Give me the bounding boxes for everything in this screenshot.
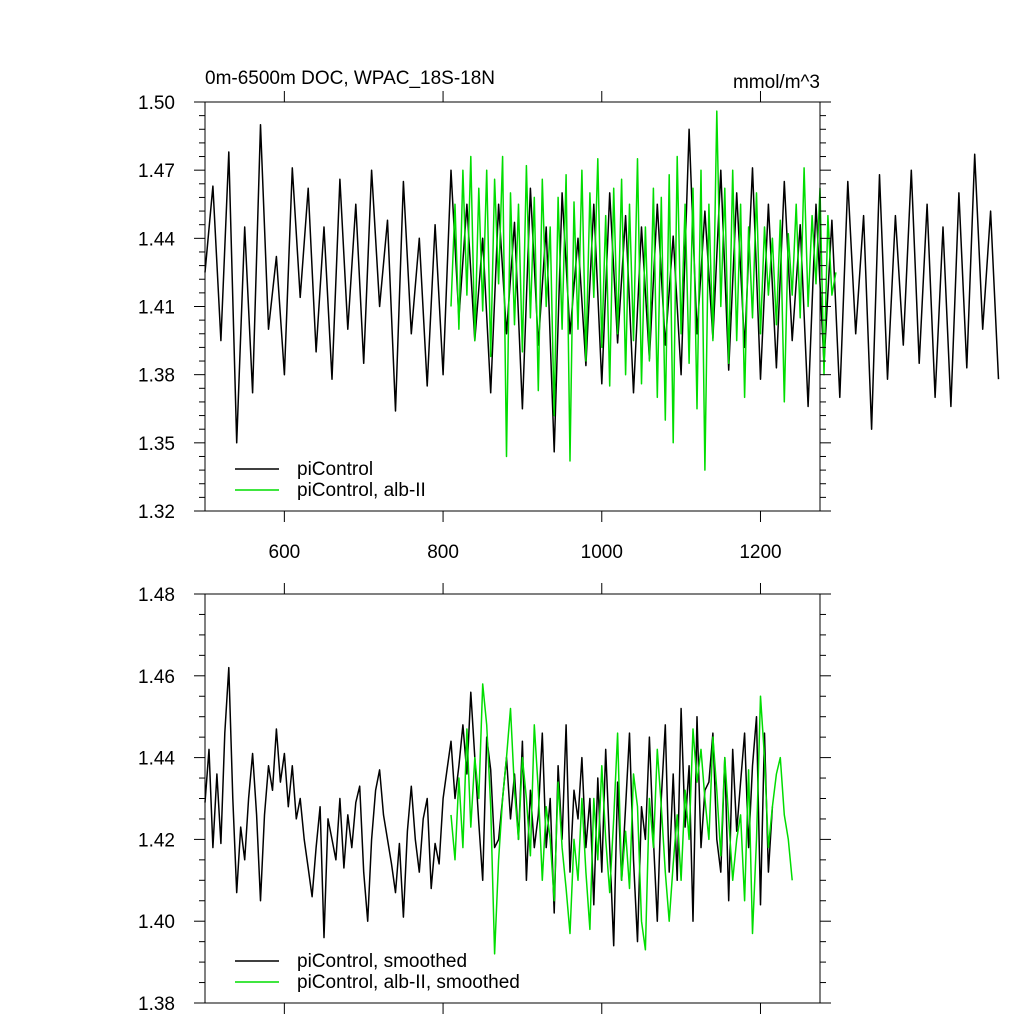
legend-label-0: piControl (297, 459, 373, 480)
series-line-1-1 (450, 683, 793, 955)
x-tick-label: 1200 (739, 542, 781, 563)
x-tick-label: 1000 (581, 542, 623, 563)
legend-label-1: piControl, alb-II (297, 480, 426, 501)
y-tick-label: 1.42 (138, 830, 175, 851)
series-line-0-1 (450, 110, 837, 471)
series-line-1-0 (204, 666, 774, 947)
y-tick-label: 1.44 (138, 229, 175, 250)
y-tick-label: 1.40 (138, 912, 175, 933)
y-tick-label: 1.48 (138, 585, 175, 606)
chart-title: 0m-6500m DOC, WPAC_18S-18N (205, 68, 495, 89)
top-panel: 0m-6500m DOC, WPAC_18S-18N mmol/m^3 1.32… (138, 68, 1000, 563)
y-tick-label: 1.38 (138, 994, 175, 1015)
y-tick-label: 1.50 (138, 93, 175, 114)
legend-label-1: piControl, alb-II, smoothed (297, 972, 520, 993)
y-tick-label: 1.46 (138, 667, 175, 688)
x-tick-label: 800 (427, 542, 459, 563)
y-tick-label: 1.41 (138, 298, 175, 319)
y-tick-label: 1.44 (138, 749, 175, 770)
legend-label-0: piControl, smoothed (297, 951, 467, 972)
y-tick-label: 1.32 (138, 502, 175, 523)
units-label: mmol/m^3 (733, 72, 820, 93)
y-tick-label: 1.35 (138, 434, 175, 455)
y-tick-label: 1.38 (138, 366, 175, 387)
y-tick-label: 1.47 (138, 161, 175, 182)
x-tick-label: 600 (269, 542, 301, 563)
series-line-0-0 (204, 123, 1000, 453)
bottom-panel: 1.38 1.40 1.42 1.44 1.46 1.48 piControl, smoot… (138, 583, 831, 1015)
